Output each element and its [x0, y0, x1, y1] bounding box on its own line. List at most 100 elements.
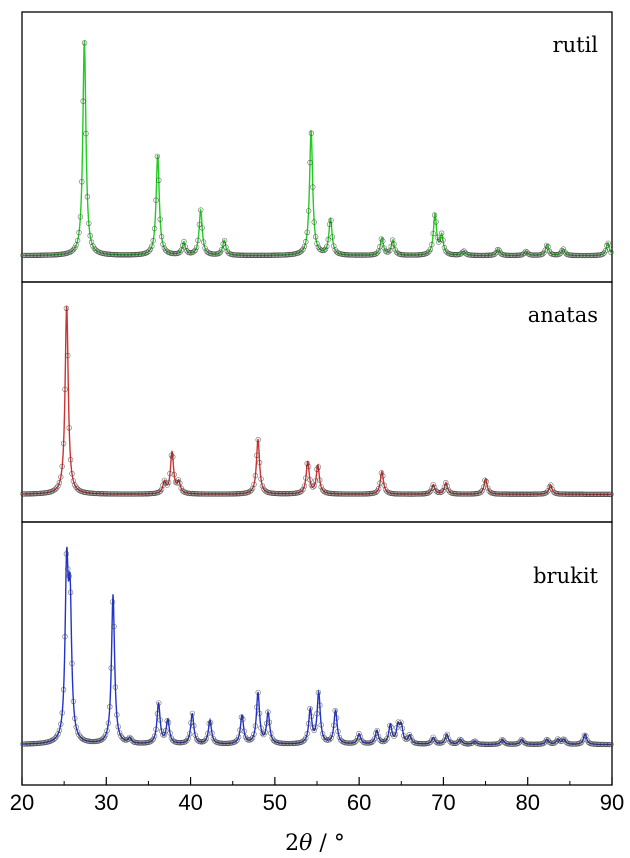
observed-point — [534, 491, 540, 497]
observed-point — [552, 740, 558, 746]
observed-point — [165, 719, 172, 726]
observed-point — [518, 736, 525, 743]
observed-point — [342, 251, 348, 258]
observed-point — [606, 741, 613, 748]
observed-point — [599, 491, 606, 497]
observed-point — [115, 724, 121, 730]
observed-point — [427, 488, 434, 494]
observed-point — [608, 491, 614, 497]
observed-point — [392, 247, 399, 253]
observed-point — [38, 252, 44, 258]
observed-point — [542, 247, 548, 253]
observed-point — [279, 740, 285, 746]
observed-point — [308, 713, 315, 720]
observed-point — [49, 252, 56, 258]
observed-point — [251, 481, 257, 488]
observed-point — [570, 252, 576, 258]
observed-point — [272, 252, 278, 258]
observed-point — [244, 736, 250, 742]
observed-point — [510, 252, 516, 259]
observed-point — [569, 252, 575, 258]
observed-point — [464, 491, 470, 497]
x-tick-label: 60 — [347, 790, 371, 815]
x-axis-label-suffix: / ° — [312, 831, 344, 856]
observed-point — [150, 237, 156, 244]
observed-point — [602, 741, 609, 748]
observed-point — [391, 733, 397, 739]
observed-point — [416, 740, 422, 747]
observed-point — [21, 491, 28, 497]
observed-point — [79, 179, 85, 185]
observed-point — [592, 252, 599, 258]
observed-point — [305, 720, 312, 727]
observed-point — [478, 741, 484, 747]
observed-point — [536, 741, 543, 747]
observed-point — [20, 491, 26, 497]
observed-point — [410, 491, 417, 497]
observed-point — [104, 251, 110, 257]
observed-point — [227, 491, 233, 497]
observed-point — [366, 491, 372, 497]
observed-point — [275, 490, 281, 497]
observed-point — [51, 736, 57, 742]
observed-point — [314, 240, 320, 247]
observed-point — [583, 491, 589, 497]
observed-point — [74, 729, 81, 735]
observed-point — [333, 491, 340, 497]
observed-point — [205, 491, 211, 497]
observed-point — [326, 736, 333, 743]
observed-point — [150, 490, 156, 497]
observed-point — [391, 491, 397, 497]
observed-point — [81, 40, 88, 46]
observed-point — [605, 491, 611, 497]
observed-point — [357, 491, 364, 497]
observed-point — [598, 741, 604, 748]
observed-point — [121, 252, 127, 258]
observed-point — [452, 491, 459, 497]
observed-point — [538, 491, 544, 497]
observed-point — [527, 741, 533, 747]
observed-point — [391, 241, 397, 247]
observed-point — [48, 252, 54, 258]
observed-point — [307, 159, 313, 166]
observed-point — [524, 491, 530, 497]
observed-point — [31, 740, 37, 747]
observed-point — [45, 252, 51, 258]
observed-point — [273, 252, 280, 258]
observed-point — [262, 252, 268, 258]
observed-point — [590, 741, 596, 747]
observed-point — [221, 237, 228, 244]
observed-point — [88, 490, 95, 496]
panel-label-anatas: anatas — [528, 303, 598, 327]
observed-point — [357, 734, 364, 740]
observed-point — [178, 739, 184, 746]
observed-point — [395, 491, 401, 497]
observed-point — [51, 252, 57, 258]
observed-point — [521, 250, 527, 256]
observed-point — [247, 488, 253, 495]
observed-point — [559, 491, 565, 497]
observed-point — [252, 472, 259, 479]
observed-point — [235, 252, 242, 258]
fit-line-brukit — [22, 546, 612, 746]
observed-point — [373, 730, 379, 737]
observed-point — [416, 491, 422, 497]
observed-point — [153, 197, 159, 203]
observed-point — [59, 710, 65, 716]
observed-point — [562, 491, 568, 497]
x-tick-label: 20 — [10, 790, 34, 815]
observed-point — [569, 741, 575, 747]
observed-point — [290, 490, 296, 497]
observed-point — [105, 720, 112, 726]
observed-point — [503, 491, 509, 497]
observed-point — [136, 740, 142, 746]
observed-point — [329, 490, 336, 497]
observed-point — [608, 249, 614, 256]
observed-point — [466, 491, 473, 497]
observed-point — [129, 737, 135, 744]
observed-point — [592, 741, 599, 747]
observed-point — [399, 252, 406, 258]
observed-point — [528, 741, 534, 747]
observed-point — [206, 720, 212, 727]
panel-label-brukit: brukit — [533, 564, 598, 588]
